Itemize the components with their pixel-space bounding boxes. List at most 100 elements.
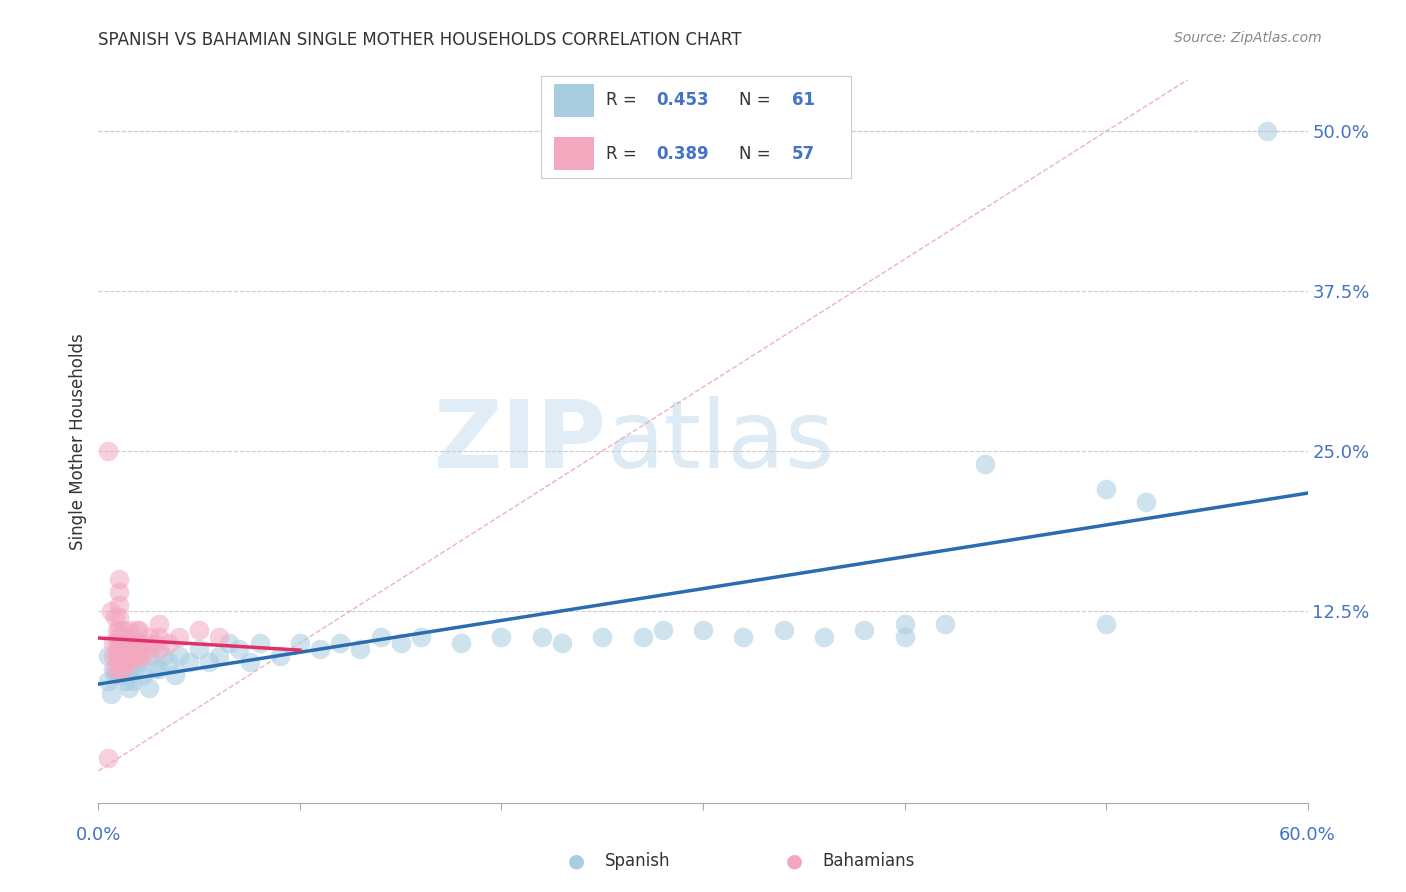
Point bbox=[107, 661, 129, 675]
Point bbox=[409, 630, 432, 644]
Y-axis label: Single Mother Households: Single Mother Households bbox=[69, 334, 87, 549]
Point bbox=[733, 630, 755, 644]
Point bbox=[179, 655, 201, 669]
Point bbox=[105, 636, 128, 650]
Text: 0.389: 0.389 bbox=[655, 145, 709, 162]
Text: ZIP: ZIP bbox=[433, 395, 606, 488]
Point bbox=[118, 681, 141, 695]
Point bbox=[1095, 483, 1118, 497]
Point bbox=[114, 674, 136, 689]
Point bbox=[120, 648, 142, 663]
Point bbox=[974, 457, 997, 471]
Point bbox=[208, 648, 231, 663]
Point bbox=[269, 648, 291, 663]
Point bbox=[491, 630, 513, 644]
Text: Spanish: Spanish bbox=[605, 852, 671, 870]
Point bbox=[309, 642, 332, 657]
Point bbox=[349, 642, 371, 657]
Point bbox=[329, 636, 352, 650]
Point bbox=[107, 648, 129, 663]
Point bbox=[115, 648, 138, 663]
Point bbox=[138, 630, 160, 644]
Point bbox=[120, 648, 142, 663]
Point bbox=[551, 636, 574, 650]
Point bbox=[111, 655, 134, 669]
Point bbox=[128, 642, 150, 657]
Point bbox=[651, 623, 673, 637]
Point bbox=[128, 623, 150, 637]
Point bbox=[157, 655, 180, 669]
Point bbox=[107, 630, 129, 644]
Point bbox=[288, 636, 311, 650]
Point bbox=[107, 642, 129, 657]
Text: R =: R = bbox=[606, 145, 643, 162]
Text: R =: R = bbox=[606, 92, 643, 110]
Point bbox=[100, 604, 122, 618]
Point bbox=[128, 648, 150, 663]
Point bbox=[132, 648, 155, 663]
Point bbox=[118, 642, 141, 657]
Point bbox=[121, 674, 143, 689]
Point bbox=[107, 661, 129, 675]
Point bbox=[370, 630, 392, 644]
Point bbox=[100, 687, 122, 701]
Point bbox=[107, 655, 129, 669]
Point bbox=[148, 616, 170, 631]
Text: N =: N = bbox=[740, 92, 776, 110]
Point bbox=[114, 655, 136, 669]
Point bbox=[591, 630, 613, 644]
Point bbox=[101, 648, 124, 663]
Point bbox=[389, 636, 412, 650]
Point bbox=[813, 630, 835, 644]
Point bbox=[124, 661, 146, 675]
Text: 60.0%: 60.0% bbox=[1279, 826, 1336, 844]
Point bbox=[148, 661, 170, 675]
Text: 57: 57 bbox=[792, 145, 815, 162]
Point bbox=[138, 648, 160, 663]
Point bbox=[163, 668, 186, 682]
Point bbox=[111, 661, 134, 675]
Point bbox=[118, 661, 141, 675]
Point bbox=[107, 610, 129, 624]
Point bbox=[125, 642, 148, 657]
Point bbox=[121, 630, 143, 644]
Point bbox=[157, 636, 180, 650]
Text: ●: ● bbox=[568, 851, 585, 871]
Point bbox=[103, 668, 125, 682]
Point bbox=[105, 623, 128, 637]
Point bbox=[118, 623, 141, 637]
Text: Bahamians: Bahamians bbox=[823, 852, 915, 870]
Point bbox=[239, 655, 262, 669]
Text: N =: N = bbox=[740, 145, 776, 162]
Point bbox=[97, 674, 120, 689]
Point bbox=[107, 623, 129, 637]
Text: 61: 61 bbox=[792, 92, 815, 110]
Point bbox=[138, 681, 160, 695]
Point bbox=[118, 655, 141, 669]
Point bbox=[530, 630, 553, 644]
Point bbox=[107, 648, 129, 663]
Point bbox=[97, 444, 120, 458]
Point bbox=[121, 642, 143, 657]
Bar bbox=[554, 137, 593, 170]
Point bbox=[249, 636, 271, 650]
Point bbox=[152, 648, 174, 663]
Point bbox=[128, 636, 150, 650]
Point bbox=[143, 636, 166, 650]
Point bbox=[631, 630, 654, 644]
Text: 0.0%: 0.0% bbox=[76, 826, 121, 844]
Point bbox=[97, 751, 120, 765]
Point bbox=[111, 648, 134, 663]
Point bbox=[1095, 616, 1118, 631]
Point bbox=[107, 584, 129, 599]
Point bbox=[853, 623, 876, 637]
Point bbox=[934, 616, 956, 631]
Point bbox=[143, 661, 166, 675]
Point bbox=[107, 668, 129, 682]
Point bbox=[124, 648, 146, 663]
Point bbox=[228, 642, 250, 657]
Point bbox=[103, 661, 125, 675]
Point bbox=[167, 648, 190, 663]
Point bbox=[772, 623, 794, 637]
Text: Source: ZipAtlas.com: Source: ZipAtlas.com bbox=[1174, 31, 1322, 45]
